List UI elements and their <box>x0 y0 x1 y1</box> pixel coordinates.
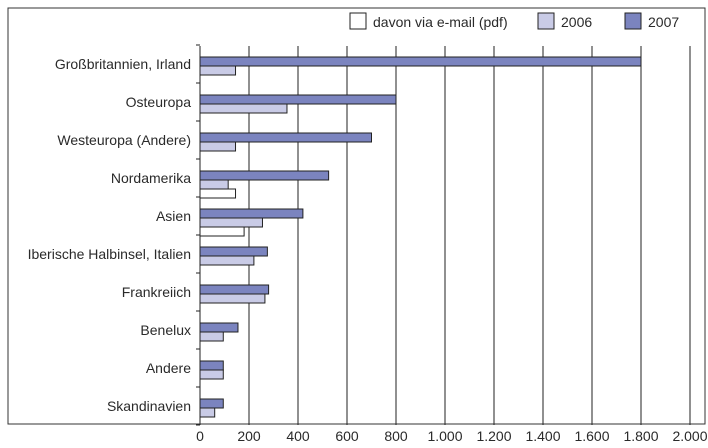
category-label: Asien <box>156 208 191 224</box>
category-label: Westeuropa (Andere) <box>57 132 191 148</box>
x-tick-label: 1.200 <box>476 428 511 444</box>
bar-davon-via-e-mail-pdf-asien <box>199 226 245 237</box>
bar-2007-frankreiich <box>199 284 270 295</box>
bar-2006-skandinavien <box>199 407 216 418</box>
bar-2006-andere <box>199 369 224 380</box>
legend-swatch-davon-via-e-mail-pdf <box>349 12 367 30</box>
bars <box>199 56 642 418</box>
bar-2006-benelux <box>199 331 224 342</box>
x-tick-labels: 0 200 400 600 800 1.000 1.200 1.400 1.600 1.800 2.… <box>196 428 708 444</box>
bar-2007-asien <box>199 208 304 219</box>
x-tick-label: 800 <box>384 428 408 444</box>
x-tick-label: 200 <box>237 428 261 444</box>
x-tick-label: 400 <box>286 428 310 444</box>
legend-label-davon-via-e-mail-pdf: davon via e-mail (pdf) <box>373 14 508 30</box>
legend: davon via e-mail (pdf) 2006 2007 <box>349 12 679 30</box>
plot-frame <box>7 7 706 425</box>
bar-2006-nordamerika <box>199 179 229 190</box>
x-tick-label: 2.000 <box>672 428 707 444</box>
bar-2007-osteuropa <box>199 94 397 105</box>
bar-2007-benelux <box>199 322 239 333</box>
bar-2006-westeuropa-andere <box>199 141 237 152</box>
bar-2006-gro-britannien-irland <box>199 65 237 76</box>
bar-2007-nordamerika <box>199 170 330 181</box>
x-tick-label: 1.800 <box>623 428 658 444</box>
x-tick-label: 1.600 <box>574 428 609 444</box>
category-label: Andere <box>146 360 191 376</box>
category-label: Frankreiich <box>122 284 191 300</box>
category-label: Iberische Halbinsel, Italien <box>28 246 191 262</box>
legend-label-2007: 2007 <box>648 14 679 30</box>
bar-2006-asien <box>199 217 263 228</box>
x-tick-label: 1.000 <box>427 428 462 444</box>
axes <box>196 44 691 426</box>
category-label: Skandinavien <box>107 398 191 414</box>
category-label: Benelux <box>140 322 191 338</box>
legend-label-2006: 2006 <box>561 14 592 30</box>
bar-2006-iberische-halbinsel-italien <box>199 255 255 266</box>
legend-swatch-2006 <box>537 12 555 30</box>
bar-2007-gro-britannien-irland <box>199 56 642 67</box>
bar-2007-andere <box>199 360 224 371</box>
bar-2006-osteuropa <box>199 103 288 114</box>
bar-davon-via-e-mail-pdf-nordamerika <box>199 188 237 199</box>
x-tick-label: 600 <box>335 428 359 444</box>
x-tick-label: 0 <box>196 428 204 444</box>
category-label: Nordamerika <box>111 170 191 186</box>
legend-swatch-2007 <box>624 12 642 30</box>
bar-2006-frankreiich <box>199 293 266 304</box>
x-tick-label: 1.400 <box>525 428 560 444</box>
bar-2007-iberische-halbinsel-italien <box>199 246 268 257</box>
bar-2007-westeuropa-andere <box>199 132 372 143</box>
bar-2007-skandinavien <box>199 398 224 409</box>
category-label: Osteuropa <box>126 94 192 110</box>
category-labels: Großbritannien, Irland Osteuropa Westeurop… <box>28 56 192 414</box>
category-label: Großbritannien, Irland <box>55 56 191 72</box>
